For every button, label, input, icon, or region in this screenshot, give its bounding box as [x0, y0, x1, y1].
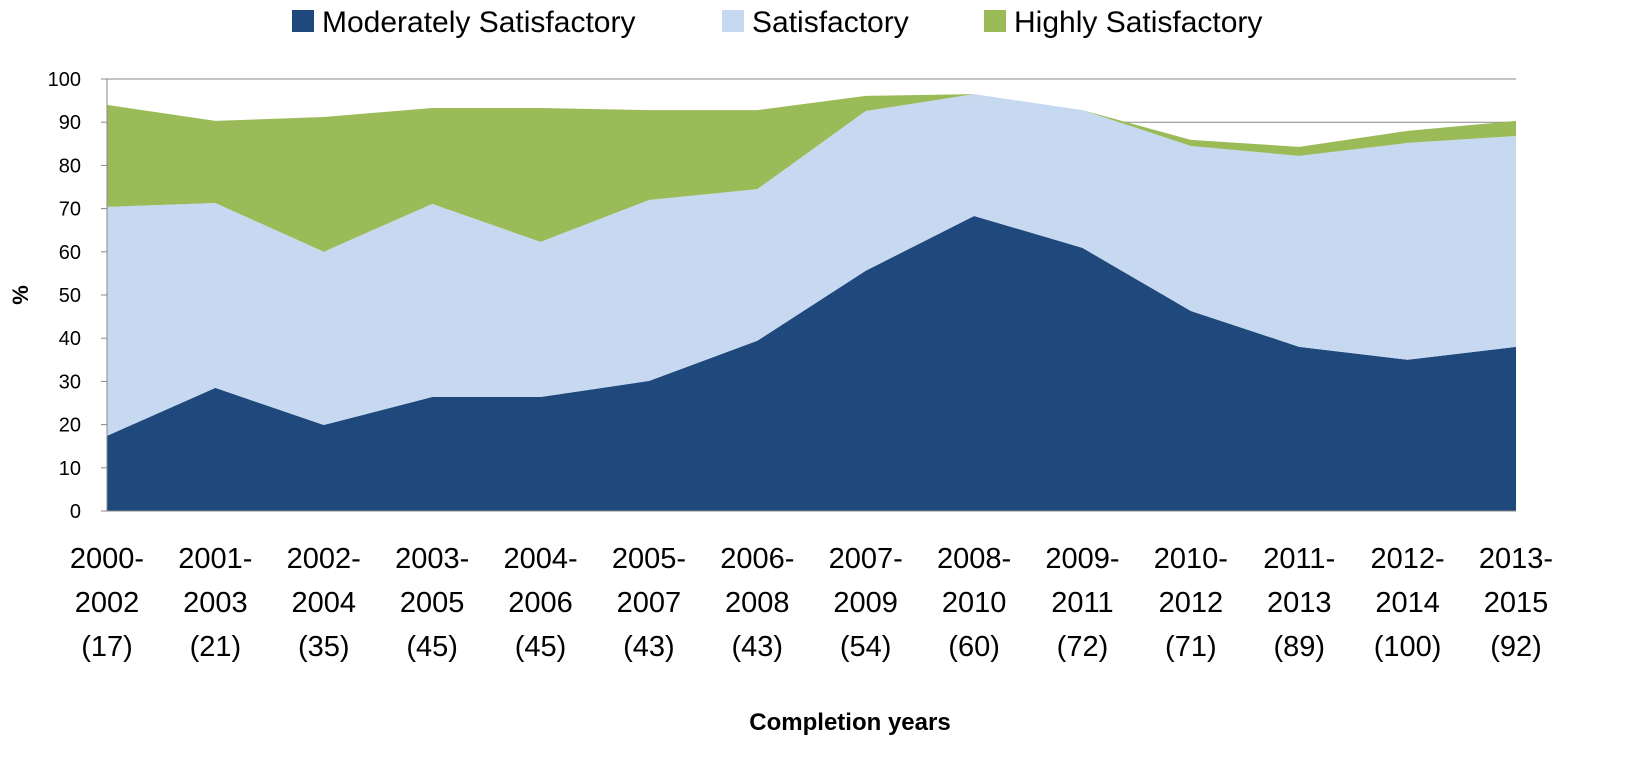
y-tick-label: 100 [48, 69, 81, 91]
y-tick-label: 60 [59, 242, 81, 264]
x-tick-label: 2006-2008 (43) [720, 543, 794, 663]
legend-swatch [722, 10, 744, 32]
area [107, 215, 1516, 511]
y-tick-label: 0 [70, 501, 81, 523]
x-tick-label: 2000-2002 (17) [70, 543, 144, 663]
y-tick-label: 20 [59, 415, 81, 437]
area [107, 94, 1516, 436]
x-tick-label: 2011-2013 (89) [1263, 543, 1335, 663]
x-tick-label: 2007-2009 (54) [829, 543, 903, 663]
y-tick-label: 30 [59, 371, 81, 393]
x-tick-label: 2001-2003 (21) [178, 543, 252, 663]
y-axis-label: % [8, 285, 33, 305]
x-tick-label: 2013-2015 (92) [1479, 543, 1553, 663]
legend-label: Moderately Satisfactory [322, 6, 635, 39]
legend-swatch [292, 10, 314, 32]
x-tick-label: 2004-2006 (45) [503, 543, 577, 663]
x-tick-label: 2002-2004 (35) [287, 543, 361, 663]
x-axis-label: Completion years [749, 709, 950, 736]
area [107, 94, 1516, 252]
x-tick-label: 2009-2011 (72) [1045, 543, 1119, 663]
legend-label: Satisfactory [752, 6, 909, 39]
x-tick-label: 2005-2007 (43) [612, 543, 686, 663]
x-tick-label: 2003-2005 (45) [395, 543, 469, 663]
y-tick-label: 10 [59, 458, 81, 480]
y-tick-label: 70 [59, 199, 81, 221]
y-tick-label: 80 [59, 155, 81, 177]
legend-label: Highly Satisfactory [1014, 6, 1262, 39]
y-tick-label: 40 [59, 328, 81, 350]
x-tick-label: 2010-2012 (71) [1154, 543, 1228, 663]
x-tick-label: 2008-2010 (60) [937, 543, 1011, 663]
y-tick-label: 90 [59, 112, 81, 134]
y-tick-label: 50 [59, 285, 81, 307]
x-tick-label: 2012-2014 (100) [1371, 543, 1445, 663]
legend-swatch [984, 10, 1006, 32]
